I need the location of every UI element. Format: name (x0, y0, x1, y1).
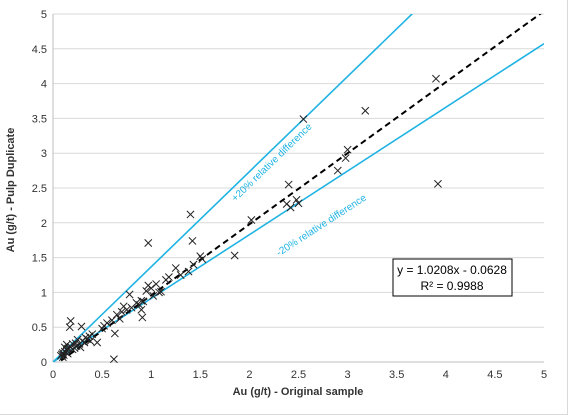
data-point (139, 297, 148, 306)
data-point (341, 154, 350, 163)
data-point (186, 210, 195, 219)
data-point (88, 330, 97, 339)
data-points (56, 74, 442, 364)
data-point (73, 335, 82, 344)
data-point (76, 343, 85, 352)
data-point (142, 287, 151, 295)
equation-box: y = 1.0208x - 0.0628 R² = 0.9988 (392, 258, 513, 297)
plus-20-line (53, 14, 414, 362)
y-tick-label: 4 (41, 79, 47, 91)
y-tick-label: 5 (41, 9, 47, 21)
y-tick-label: 2.5 (32, 183, 47, 195)
axes (52, 14, 544, 363)
data-point (144, 239, 153, 247)
data-point (117, 307, 126, 316)
x-tick-label: 5 (541, 369, 547, 381)
data-point (247, 216, 256, 224)
x-tick-label: 3 (345, 369, 351, 381)
data-point (137, 296, 146, 305)
x-axis-title: Au (g/t) - Original sample (233, 386, 364, 398)
x-tick-label: 2.5 (291, 369, 306, 381)
y-tick-label: 4.5 (32, 44, 47, 56)
data-point (299, 115, 308, 124)
r-squared: R² = 0.9988 (420, 279, 483, 293)
reference-lines (53, 14, 544, 362)
plus-20-annotation: +20% relative difference (230, 121, 315, 204)
data-point (432, 74, 440, 83)
data-point (284, 180, 293, 189)
data-point (198, 255, 207, 263)
data-point (157, 287, 165, 296)
data-point (333, 166, 342, 175)
data-point (171, 264, 180, 272)
data-point (65, 323, 74, 332)
data-point (189, 260, 198, 269)
data-point (125, 290, 134, 299)
trend-equation: y = 1.0208x - 0.0628 (397, 263, 507, 277)
data-point (361, 106, 370, 115)
data-point (138, 313, 147, 322)
y-tick-label: 1 (41, 287, 47, 299)
data-point (68, 339, 77, 348)
trend-line (57, 14, 542, 362)
data-point (115, 314, 124, 323)
data-point (86, 337, 95, 346)
data-point (188, 236, 197, 245)
data-point (433, 179, 442, 188)
y-axis-title: Au (g/t) - Pulp Duplicate (5, 128, 17, 253)
x-tick-label: 0.5 (94, 369, 109, 381)
data-point (230, 251, 239, 260)
x-tick-label: 4 (443, 369, 449, 381)
data-point (110, 329, 119, 338)
data-point (77, 322, 86, 331)
data-point (294, 199, 303, 208)
data-point (184, 267, 193, 276)
x-tick-label: 1.5 (193, 369, 208, 381)
x-tick-label: 2 (246, 369, 252, 381)
data-point (137, 305, 146, 314)
y-tick-label: 2 (41, 218, 47, 230)
data-point (103, 319, 111, 327)
data-point (155, 288, 164, 297)
data-point (149, 291, 158, 300)
x-tick-label: 3.5 (389, 369, 404, 381)
x-tick-label: 0 (50, 369, 56, 381)
y-tick-label: 1.5 (32, 253, 47, 265)
data-point (109, 355, 118, 364)
data-point (176, 271, 185, 279)
data-point (147, 284, 156, 293)
data-point (122, 305, 131, 314)
x-tick-label: 1 (148, 369, 154, 381)
data-point (152, 280, 161, 289)
x-tick-label: 4.5 (487, 369, 502, 381)
data-point (112, 310, 121, 319)
y-tick-label: 3 (41, 148, 47, 160)
data-point (66, 316, 75, 325)
data-point (286, 203, 295, 212)
data-point (93, 338, 102, 347)
y-tick-label: 3.5 (32, 113, 47, 125)
data-point (343, 145, 352, 154)
equation-box-border (392, 258, 513, 297)
y-tick-label: 0.5 (32, 322, 47, 334)
tick-labels: 0 0.5 1 1.5 2 2.5 3 3.5 4 4.5 5 0 0.5 1 1.5 2 2.5 3 3.5 4 4.… (32, 9, 547, 381)
y-tick-label: 0 (41, 357, 47, 369)
data-point (164, 273, 173, 282)
